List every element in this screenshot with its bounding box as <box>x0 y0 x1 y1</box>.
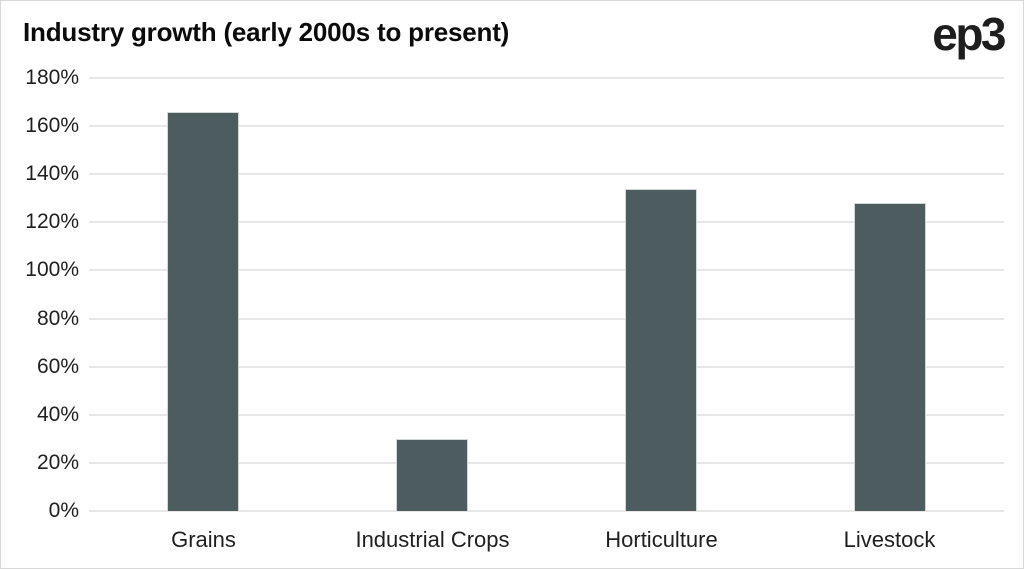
y-tick-label: 100% <box>25 258 79 281</box>
gridline-20% <box>89 462 1004 464</box>
gridline-40% <box>89 414 1004 416</box>
x-tick-label-livestock: Livestock <box>843 527 936 552</box>
y-tick-label: 140% <box>25 162 79 185</box>
gridline-160% <box>89 125 1004 127</box>
y-tick-label: 40% <box>36 403 79 426</box>
y-tick-label: 0% <box>48 499 79 522</box>
gridline-60% <box>89 366 1004 368</box>
bar-horticulture <box>625 189 697 511</box>
gridline-80% <box>89 318 1004 320</box>
x-tick-label-industrial-crops: Industrial Crops <box>355 527 510 552</box>
gridline-0% <box>89 510 1004 512</box>
bar-industrial-crops <box>396 439 468 511</box>
y-tick-label: 20% <box>36 451 79 474</box>
chart-title: Industry growth (early 2000s to present) <box>23 17 510 47</box>
gridline-140% <box>89 173 1004 175</box>
y-tick-label: 60% <box>36 355 79 378</box>
y-tick-label: 80% <box>36 307 79 330</box>
gridline-180% <box>89 77 1004 79</box>
plot-area <box>89 77 1004 512</box>
bar-grains <box>167 112 239 511</box>
y-tick-label: 180% <box>25 66 79 89</box>
y-tick-label: 120% <box>25 210 79 233</box>
gridline-120% <box>89 221 1004 223</box>
brand-logo-ep3: ep3 <box>932 8 1006 60</box>
x-tick-label-grains: Grains <box>171 527 236 552</box>
bar-livestock <box>854 203 926 511</box>
gridline-100% <box>89 269 1004 271</box>
x-tick-label-horticulture: Horticulture <box>605 527 718 552</box>
y-tick-label: 160% <box>25 114 79 137</box>
